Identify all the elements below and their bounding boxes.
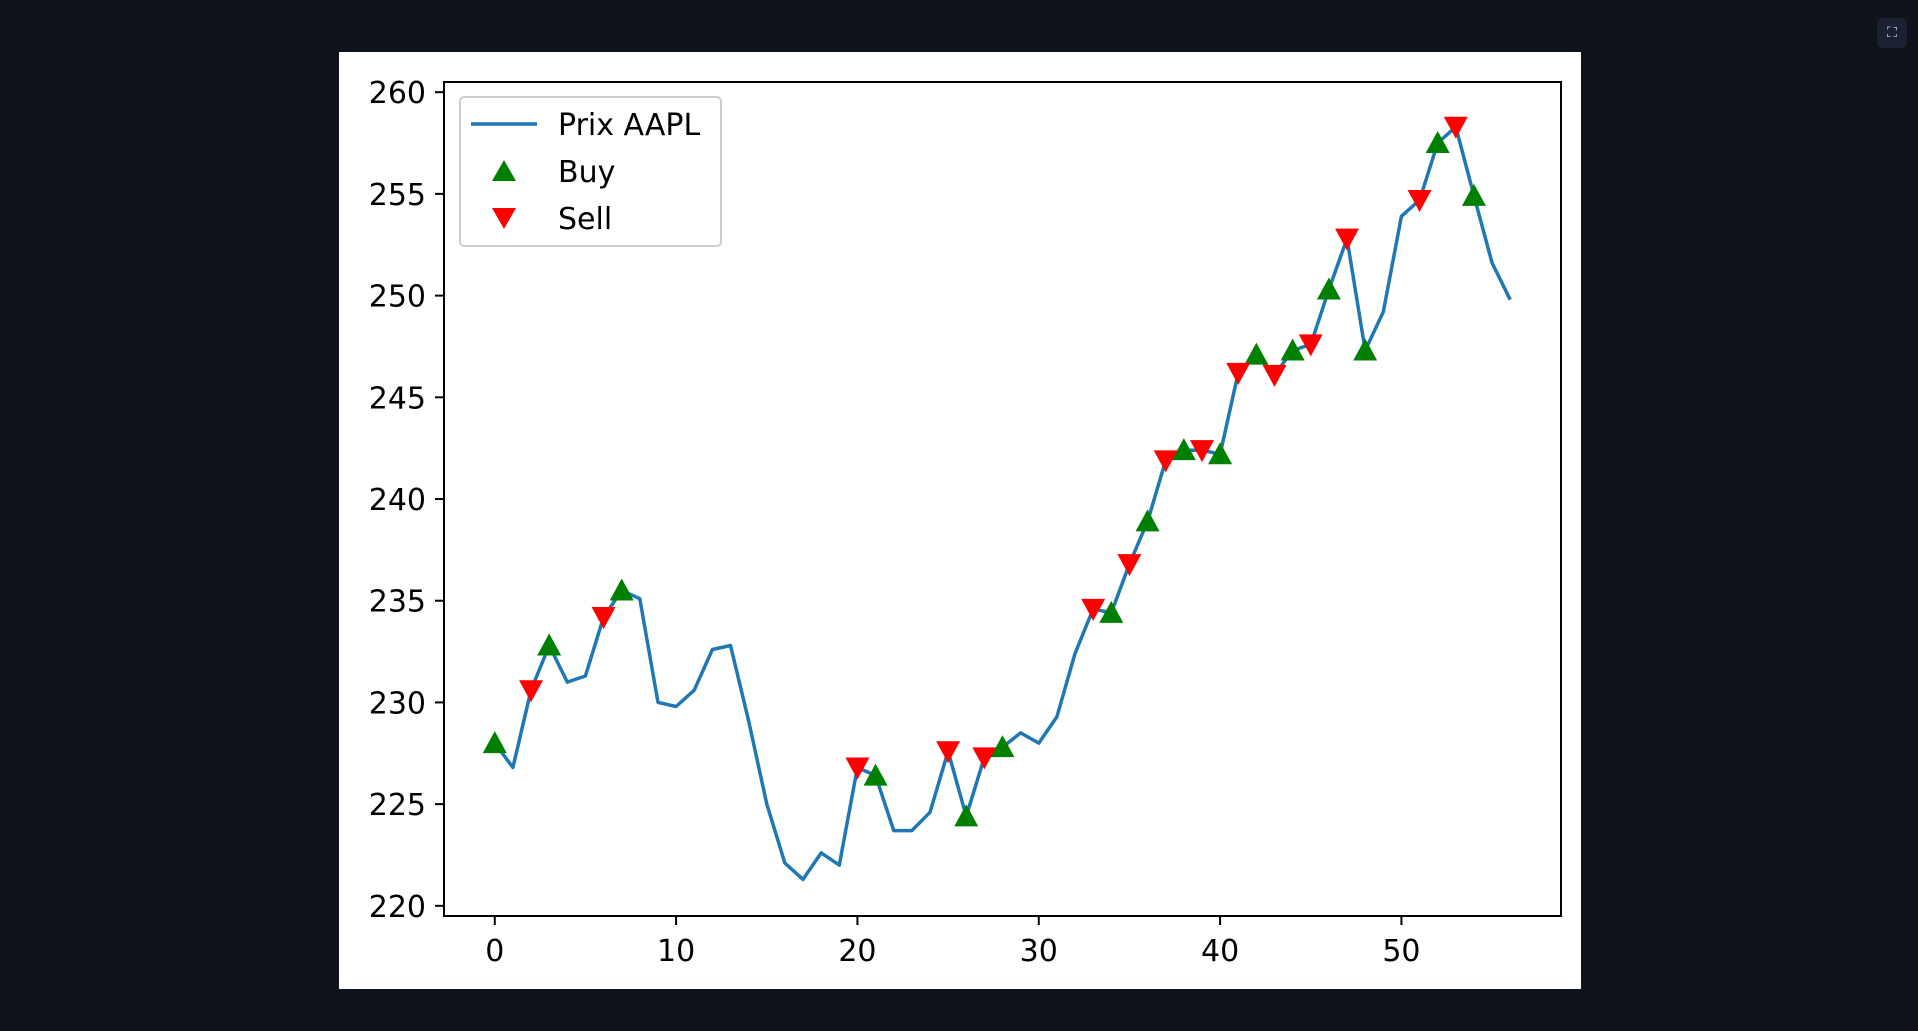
buy-marker <box>1171 438 1196 461</box>
buy-marker <box>1280 338 1305 361</box>
buy-marker <box>1244 342 1269 365</box>
x-tick-label: 30 <box>1020 934 1058 969</box>
y-tick-label: 250 <box>369 280 426 315</box>
sell-marker <box>1117 554 1142 577</box>
buy-marker <box>1353 338 1378 361</box>
sell-marker <box>1189 440 1214 463</box>
legend-label: Prix AAPL <box>558 108 700 143</box>
sell-marker <box>972 747 997 770</box>
y-tick-label: 255 <box>369 178 426 213</box>
plot-series <box>482 116 1512 882</box>
sell-marker <box>1081 598 1106 621</box>
y-tick-label: 220 <box>369 890 426 925</box>
buy-marker <box>1208 442 1233 465</box>
plot-frame <box>443 81 1562 917</box>
legend-label: Buy <box>558 155 615 190</box>
chart-figure: 0 10 20 30 40 50 220 225 230 235 240 245 250 255 260 P… <box>339 52 1581 989</box>
legend-sell-marker <box>492 208 516 229</box>
buy-marker <box>1425 131 1450 154</box>
y-tick-label: 225 <box>369 788 426 823</box>
buy-marker <box>1135 509 1160 532</box>
sell-marker <box>1335 228 1360 251</box>
x-tick-label: 10 <box>657 934 695 969</box>
axis-ticks: 0 10 20 30 40 50 220 225 230 235 240 245 250 255 260 <box>369 76 1421 969</box>
sell-marker <box>1298 334 1323 357</box>
buy-marker <box>1099 600 1124 623</box>
sell-marker <box>591 606 616 629</box>
fullscreen-button[interactable]: ⛶ <box>1877 18 1907 48</box>
x-tick-label: 20 <box>838 934 876 969</box>
buy-marker <box>990 735 1015 758</box>
buy-marker <box>537 633 562 656</box>
buy-marker <box>1461 183 1486 206</box>
y-tick-label: 240 <box>369 483 426 518</box>
x-tick-label: 50 <box>1382 934 1420 969</box>
buy-marker <box>482 731 507 754</box>
x-tick-label: 0 <box>485 934 504 969</box>
y-tick-label: 235 <box>369 585 426 620</box>
y-tick-label: 230 <box>369 686 426 721</box>
y-tick-label: 245 <box>369 381 426 416</box>
buy-marker <box>1316 277 1341 300</box>
sell-marker <box>845 757 870 780</box>
expand-icon: ⛶ <box>1887 25 1897 41</box>
sell-marker <box>936 741 961 764</box>
sell-marker <box>519 680 544 703</box>
sell-marker <box>1153 450 1178 473</box>
legend-box <box>459 96 722 247</box>
legend: Prix AAPL Buy Sell <box>459 96 722 247</box>
buy-marker <box>954 804 979 827</box>
sell-marker <box>1262 364 1287 387</box>
sell-marker <box>1226 362 1251 385</box>
buy-marker <box>863 763 888 786</box>
legend-buy-marker <box>492 160 516 181</box>
sell-marker <box>1443 116 1468 139</box>
sell-marker <box>1407 189 1432 212</box>
chart-svg: 0 10 20 30 40 50 220 225 230 235 240 245 250 255 260 P… <box>369 76 1562 969</box>
y-tick-label: 260 <box>369 76 426 111</box>
legend-label: Sell <box>558 202 612 237</box>
x-tick-label: 40 <box>1201 934 1239 969</box>
buy-marker <box>609 578 634 601</box>
